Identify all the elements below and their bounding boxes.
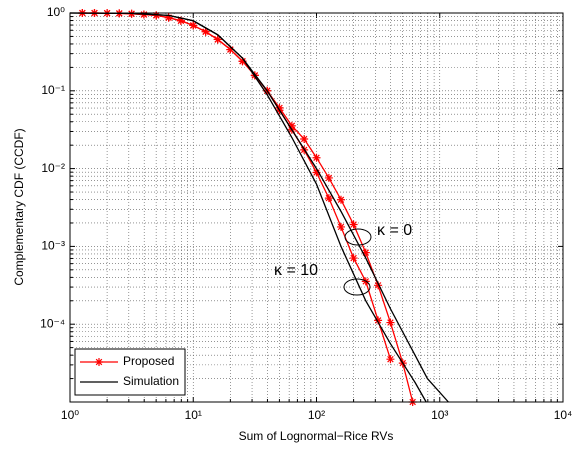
marker (176, 16, 185, 25)
annotation: κ = 10 (274, 262, 318, 279)
marker (374, 316, 383, 325)
marker (300, 135, 309, 144)
y-tick-label: 10⁻⁴ (40, 316, 65, 330)
marker (386, 355, 395, 364)
marker (189, 21, 198, 30)
marker (201, 27, 210, 36)
x-tick-label: 10⁰ (61, 408, 79, 422)
x-tick-label: 10⁴ (554, 408, 573, 422)
series-line (69, 12, 427, 403)
marker (386, 318, 395, 327)
annotation-ellipse (344, 228, 372, 246)
legend-label: Proposed (123, 354, 174, 368)
y-tick-label: 10⁻³ (41, 239, 65, 253)
x-tick-label: 10² (308, 408, 325, 422)
annotation: κ = 0 (377, 222, 412, 239)
y-tick-label: 10⁻¹ (41, 83, 65, 97)
marker (312, 153, 321, 162)
y-axis-label: Complementary CDF (CCDF) (12, 128, 26, 285)
marker (164, 13, 173, 22)
marker (349, 220, 358, 229)
marker (238, 57, 247, 66)
marker (361, 248, 370, 257)
x-tick-label: 10³ (431, 408, 448, 422)
legend-marker (95, 358, 103, 366)
marker (374, 281, 383, 290)
marker (213, 35, 222, 44)
marker (226, 45, 235, 54)
marker (152, 11, 161, 20)
marker (349, 254, 358, 263)
x-axis-label: Sum of Lognormal−Rice RVs (239, 429, 394, 443)
y-tick-label: 10⁰ (47, 5, 65, 19)
marker (336, 195, 345, 204)
plot-lines (69, 9, 449, 406)
marker (312, 168, 321, 177)
marker (336, 222, 345, 231)
legend: Proposed Simulation (74, 348, 186, 396)
y-tick-label: 10⁻² (41, 161, 65, 175)
legend-box (74, 348, 186, 396)
marker (324, 173, 333, 182)
marker (324, 194, 333, 203)
legend-label: Simulation (123, 374, 179, 388)
annotation-ellipse (343, 278, 371, 296)
plot-frame (69, 12, 564, 403)
x-tick-label: 10¹ (185, 408, 202, 422)
